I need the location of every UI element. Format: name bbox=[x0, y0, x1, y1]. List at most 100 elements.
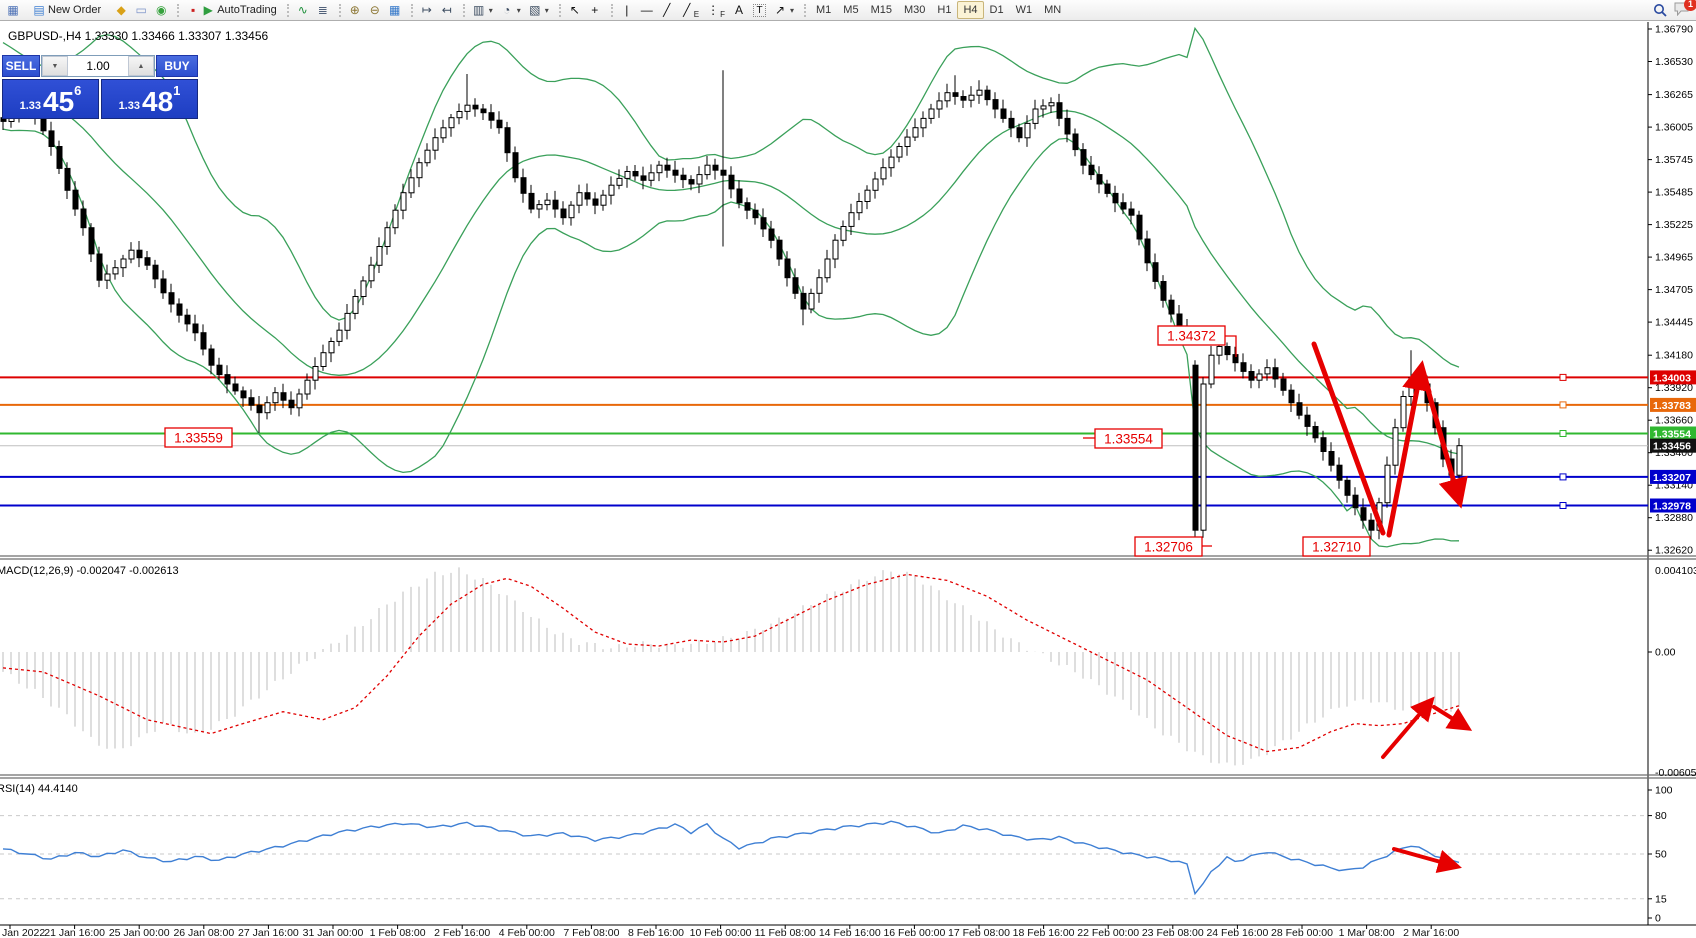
volume-increase-button[interactable]: ▲ bbox=[128, 56, 154, 76]
svg-text:16 Feb 00:00: 16 Feb 00:00 bbox=[883, 927, 945, 938]
text-icon[interactable]: A bbox=[729, 1, 749, 20]
arrows-icon[interactable]: ↗ ▾ bbox=[770, 1, 798, 20]
svg-text:1.33554: 1.33554 bbox=[1653, 429, 1691, 441]
timeframe-m5-button[interactable]: M5 bbox=[843, 4, 859, 16]
broadcast-icon[interactable]: ◉ bbox=[151, 1, 171, 20]
zoom-out-icon[interactable]: ⊖ bbox=[365, 1, 385, 20]
macd-arrow[interactable] bbox=[1381, 696, 1435, 759]
new-order-icon: ▤ bbox=[33, 3, 45, 17]
cursor-icon[interactable]: ↖ bbox=[565, 1, 585, 20]
fibonacci-icon[interactable]: ⋮ F bbox=[707, 3, 725, 19]
svg-text:0.004103: 0.004103 bbox=[1655, 565, 1696, 577]
crosshair-icon[interactable]: + bbox=[585, 1, 605, 20]
svg-text:18 Feb 16:00: 18 Feb 16:00 bbox=[1013, 927, 1075, 938]
profiles-icon-icon: ◔ bbox=[503, 3, 511, 17]
vertical-line-icon[interactable]: | bbox=[617, 1, 637, 20]
gold-icon[interactable]: ◆ bbox=[111, 1, 131, 20]
horizontal-line-icon[interactable]: — bbox=[637, 1, 657, 20]
price-text-label[interactable]: 1.32706 bbox=[1134, 536, 1203, 557]
template-icon[interactable]: ▧ ▾ bbox=[525, 1, 553, 20]
trend-arrow[interactable] bbox=[1420, 369, 1468, 509]
sell-button[interactable]: SELL bbox=[2, 55, 40, 77]
tile-windows-icon[interactable]: ▦ bbox=[385, 1, 405, 20]
new-chart-icon-icon: ▥ bbox=[473, 3, 485, 17]
svg-text:1.34180: 1.34180 bbox=[1655, 350, 1693, 362]
buy-button[interactable]: BUY bbox=[156, 55, 198, 77]
notifications-chat[interactable]: 1 bbox=[1674, 0, 1696, 19]
buy-price-display[interactable]: 1.33 48 1 bbox=[101, 79, 198, 119]
auto-scroll-icon[interactable]: ↦ bbox=[417, 1, 437, 20]
volume-decrease-button[interactable]: ▼ bbox=[42, 56, 68, 76]
profiles-icon[interactable]: ◔ ▾ bbox=[497, 1, 525, 20]
timeframe-m15-button[interactable]: M15 bbox=[870, 4, 892, 16]
new-chart-icon[interactable]: ▥ ▾ bbox=[469, 1, 497, 20]
new-order-button-label: New Order bbox=[48, 4, 102, 16]
chart-ohlc-title: GBPUSD-,H4 1.33330 1.33466 1.33307 1.334… bbox=[8, 29, 269, 43]
hline-handle[interactable] bbox=[1559, 502, 1567, 509]
hline-handle[interactable] bbox=[1559, 473, 1567, 481]
timeframe-d1-button[interactable]: D1 bbox=[989, 4, 1004, 16]
autotrading-button[interactable]: ▪ ▶ AutoTrading bbox=[183, 1, 281, 20]
hline-handle[interactable] bbox=[1559, 401, 1567, 409]
svg-text:1.34372: 1.34372 bbox=[1167, 329, 1216, 344]
price-text-label[interactable]: 1.33554 bbox=[1094, 428, 1163, 449]
svg-text:8 Feb 16:00: 8 Feb 16:00 bbox=[628, 927, 684, 938]
svg-text:14 Feb 16:00: 14 Feb 16:00 bbox=[819, 927, 881, 938]
timeframe-h4-button[interactable]: H4 bbox=[957, 1, 984, 19]
svg-text:1.33554: 1.33554 bbox=[1104, 432, 1153, 447]
svg-text:1.32620: 1.32620 bbox=[1655, 545, 1693, 557]
volume-input[interactable] bbox=[68, 56, 128, 76]
timeframe-toolbar: M1 M5 M15 M30 H1 H4 D1 W1 MN bbox=[801, 1, 1070, 19]
vertical-line-icon-icon: | bbox=[625, 3, 629, 17]
price-text-label[interactable]: 1.34372 bbox=[1157, 325, 1226, 346]
notification-count-badge: 1 bbox=[1684, 0, 1696, 11]
zoom-in-icon[interactable]: ⊕ bbox=[345, 1, 365, 20]
cursor-icon-icon: ↖ bbox=[569, 3, 580, 17]
macd-arrow[interactable] bbox=[1432, 705, 1473, 731]
trend-arrow[interactable] bbox=[1386, 360, 1432, 538]
template-icon-icon: ▧ bbox=[529, 3, 541, 17]
trend-arrow[interactable] bbox=[1311, 341, 1386, 536]
auto-scroll-icon-icon: ↦ bbox=[421, 3, 432, 17]
hline-handle[interactable] bbox=[1559, 430, 1567, 437]
text-icon-icon: A bbox=[734, 3, 743, 17]
channel-icon-icon: ╱ bbox=[683, 3, 691, 17]
svg-text:1.33660: 1.33660 bbox=[1655, 415, 1693, 427]
timeframe-m1-button[interactable]: M1 bbox=[816, 4, 832, 16]
svg-text:1 Mar 08:00: 1 Mar 08:00 bbox=[1339, 927, 1395, 938]
dropdown-caret-icon: ▾ bbox=[790, 5, 795, 15]
chart-shift-icon[interactable]: ↤ bbox=[437, 1, 457, 20]
dropdown-caret-icon: ▾ bbox=[488, 5, 493, 15]
annotations-layer: 1.34372 1.33559 1.33554 1.32706 1.32710 bbox=[164, 325, 1473, 874]
trendline-icon[interactable]: ╱ bbox=[657, 1, 677, 20]
publish-chart-icon[interactable]: ▭ bbox=[131, 1, 151, 20]
trendline-icon-icon: ╱ bbox=[663, 3, 671, 17]
price-text-label[interactable]: 1.33559 bbox=[164, 427, 233, 448]
chart-window-icon-icon: ▦ bbox=[7, 3, 19, 17]
indicators-icon[interactable]: ∿ bbox=[293, 1, 313, 20]
hline-handle[interactable] bbox=[1559, 373, 1567, 381]
chart-window-icon[interactable]: ▦ bbox=[3, 1, 23, 20]
text-label-icon[interactable]: T bbox=[749, 1, 770, 20]
dropdown-caret-icon: ▾ bbox=[516, 5, 521, 15]
indicator-list-icon[interactable]: ≣ bbox=[313, 1, 333, 20]
timeframe-h1-button[interactable]: H1 bbox=[937, 4, 952, 16]
timeframe-m30-button[interactable]: M30 bbox=[903, 4, 926, 16]
horizontal-line-icon-icon: — bbox=[640, 3, 653, 17]
timeframe-w1-button[interactable]: W1 bbox=[1015, 4, 1033, 16]
rsi-arrow[interactable] bbox=[1392, 847, 1462, 874]
search-icon[interactable] bbox=[1653, 3, 1668, 18]
price-badge bbox=[1650, 438, 1696, 453]
new-order-button[interactable]: ▤ New Order bbox=[29, 1, 105, 20]
svg-text:24 Feb 16:00: 24 Feb 16:00 bbox=[1206, 927, 1268, 938]
price-badge bbox=[1650, 397, 1696, 412]
svg-text:-0.006056: -0.006056 bbox=[1655, 767, 1696, 779]
price-axis: 1.36790 1.36530 1.36265 1.36005 1.35745 1.354… bbox=[1648, 24, 1696, 557]
timeframe-mn-button[interactable]: MN bbox=[1044, 4, 1062, 16]
channel-icon[interactable]: ╱ E bbox=[677, 1, 703, 20]
svg-text:21 Jan 16:00: 21 Jan 16:00 bbox=[44, 927, 105, 938]
buy-price-prefix: 1.33 bbox=[118, 100, 141, 112]
price-text-label[interactable]: 1.32710 bbox=[1302, 536, 1371, 557]
sell-price-display[interactable]: 1.33 45 6 bbox=[2, 79, 99, 119]
